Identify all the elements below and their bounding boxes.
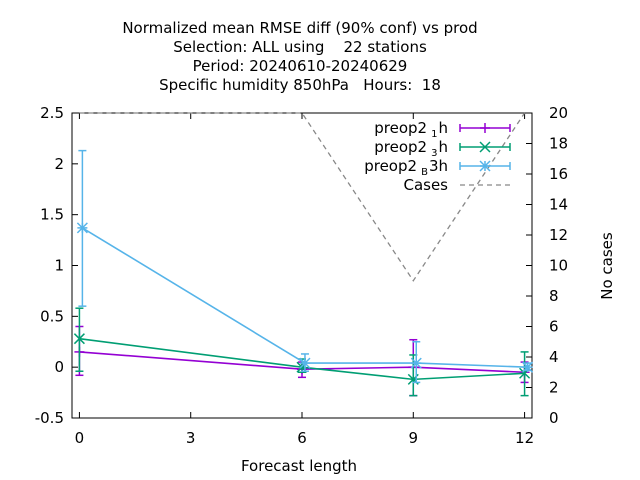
x-axis-label: Forecast length [241, 457, 357, 475]
legend-label: preop2 1h [374, 119, 448, 140]
data-point [522, 361, 534, 373]
data-point [410, 357, 422, 369]
chart-title: Normalized mean RMSE diff (90% conf) vs … [122, 19, 477, 94]
y-tick-label: 2.5 [40, 104, 64, 122]
legend-label: Cases [403, 176, 448, 194]
legend-marker [479, 141, 491, 153]
y2-tick-label: 18 [549, 135, 568, 153]
y2-tick-label: 12 [549, 226, 568, 244]
legend-label: preop2 B3h [364, 157, 448, 178]
y-tick-label: 1.5 [40, 206, 64, 224]
series-layer [73, 112, 534, 397]
x-tick-label: 6 [297, 429, 307, 447]
title-line-2: Selection: ALL using 22 stations [173, 38, 427, 56]
axis-ticks: 0 3 6 9 12 -0.5 0 0.5 1 1.5 2 2.5 0 2 4 6 8 10 12 14 16 18 20 [35, 104, 568, 447]
title-line-1: Normalized mean RMSE diff (90% conf) vs … [122, 19, 477, 37]
y-tick-label: -0.5 [35, 409, 64, 427]
y-tick-label: 0.5 [40, 307, 64, 325]
x-tick-label: 0 [75, 429, 85, 447]
y2-tick-label: 8 [549, 287, 559, 305]
y2-tick-label: 16 [549, 165, 568, 183]
x-tick-label: 12 [515, 429, 534, 447]
y2-tick-label: 10 [549, 257, 568, 275]
x-tick-label: 3 [186, 429, 196, 447]
y2-tick-label: 6 [549, 318, 559, 336]
title-line-3: Period: 20240610-20240629 [193, 57, 408, 75]
y2-tick-label: 14 [549, 196, 568, 214]
data-point [299, 357, 311, 369]
y-tick-label: 0 [54, 358, 64, 376]
data-point [76, 222, 88, 234]
title-line-4: Specific humidity 850hPa Hours: 18 [159, 76, 441, 94]
y2-tick-label: 0 [549, 409, 559, 427]
x-tick-label: 9 [409, 429, 419, 447]
y2-tick-label: 20 [549, 104, 568, 122]
legend-marker [479, 160, 491, 172]
legend-label: preop2 3h [374, 138, 448, 159]
y2-tick-label: 2 [549, 379, 559, 397]
series-line-2 [81, 227, 528, 368]
y-tick-label: 2 [54, 155, 64, 173]
data-point [73, 333, 85, 345]
y-tick-label: 1 [54, 257, 64, 275]
series-line-1 [79, 337, 525, 381]
series-line-3 [79, 112, 526, 282]
y2-axis-label: No cases [598, 232, 616, 300]
series-line-0 [79, 351, 525, 374]
y2-tick-label: 4 [549, 348, 559, 366]
